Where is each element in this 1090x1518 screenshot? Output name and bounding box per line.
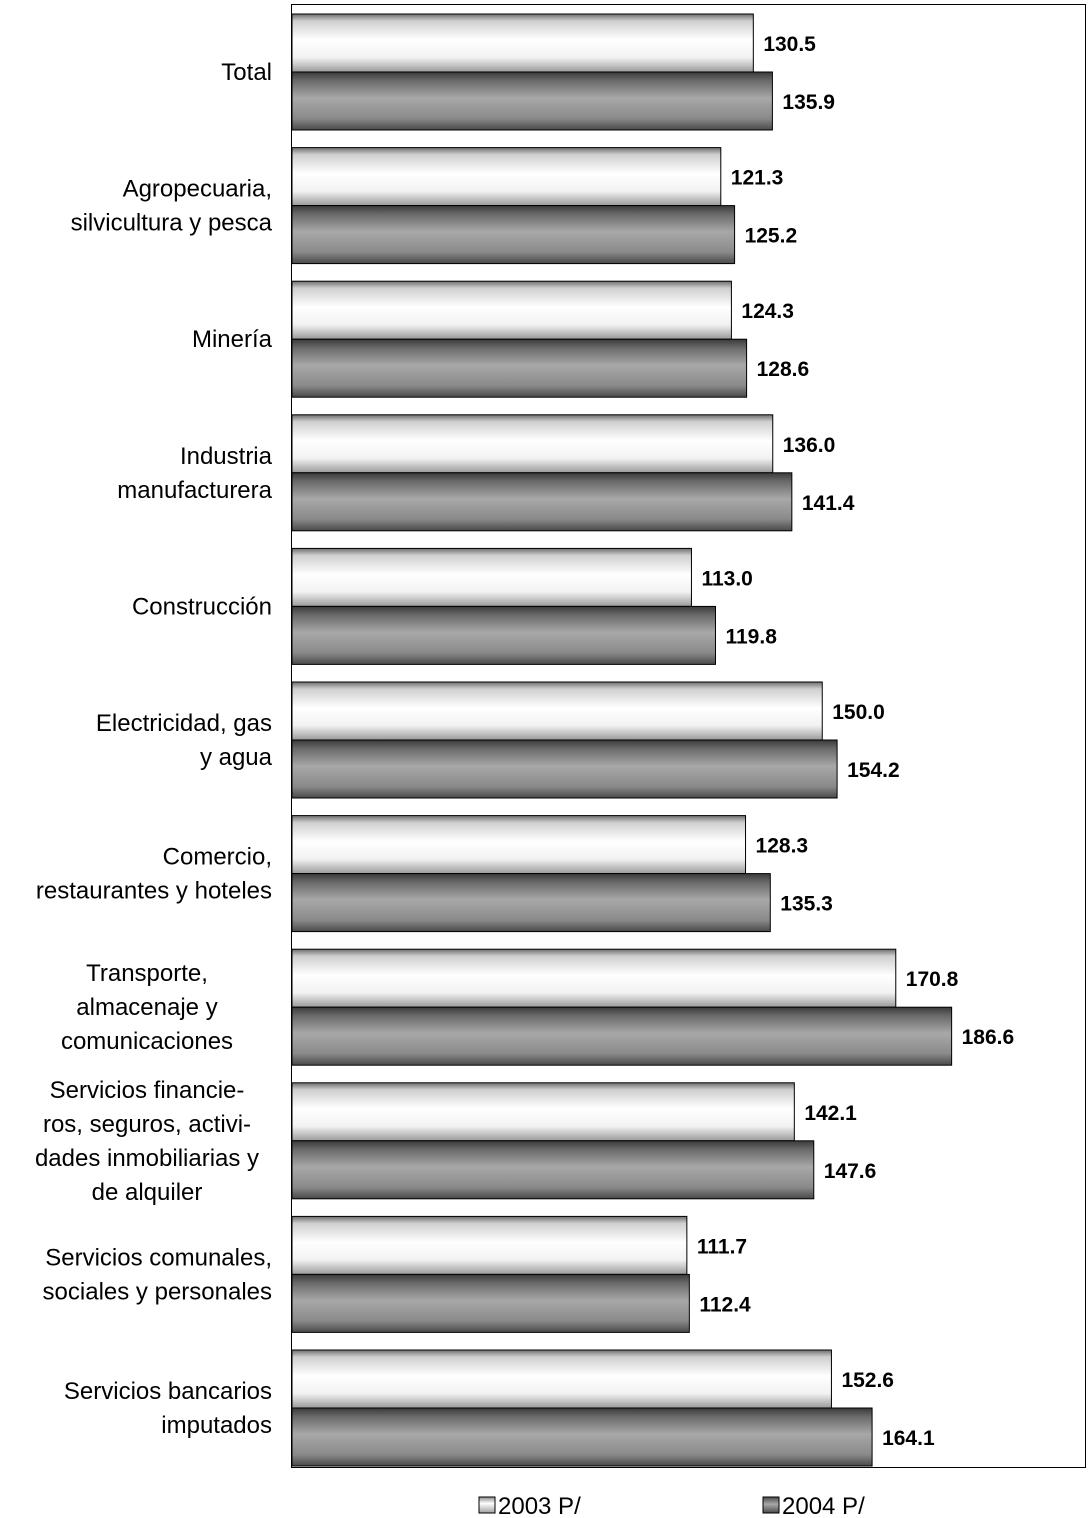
data-label-2003-8: 142.1 [804,1102,857,1125]
category-label-0: Total [221,59,272,86]
bar-2004-10 [291,1407,873,1467]
data-label-2003-10: 152.6 [841,1369,894,1392]
bar-2003-5 [291,681,823,741]
bar-2003-9 [291,1215,688,1275]
legend-swatch-2004 [762,1496,780,1514]
category-label-1: Agropecuaria, silvicultura y pesca [71,176,273,237]
data-label-2004-9: 112.4 [699,1293,751,1316]
data-label-2003-1: 121.3 [731,167,784,190]
category-label-9: Servicios comunales, sociales y personale… [43,1244,272,1305]
data-label-2003-2: 124.3 [741,300,794,323]
category-label-4: Construcción [132,593,272,620]
bar-2003-6 [291,815,747,875]
data-label-2004-10: 164.1 [882,1427,935,1450]
legend-swatch-2003 [478,1496,496,1514]
data-label-2003-4: 113.0 [701,567,752,590]
data-label-2003-3: 136.0 [783,434,836,457]
data-label-2004-6: 135.3 [780,893,833,916]
category-label-2: Minería [192,326,273,353]
bar-2004-4 [291,605,716,665]
bar-2004-0 [291,71,773,131]
legend: 2003 P/2004 P/ [478,1493,865,1518]
bar-2003-8 [291,1082,795,1142]
bar-2003-0 [291,13,754,73]
category-label-3: Industria manufacturera [117,443,272,504]
category-label-10: Servicios bancarios imputados [64,1378,272,1439]
bar-2003-7 [291,948,897,1008]
data-label-2003-7: 170.8 [906,968,959,991]
data-label-2003-5: 150.0 [832,701,885,724]
category-label-8: Servicios financie-ros, seguros, activi-… [35,1077,259,1206]
bar-2003-3 [291,414,774,474]
bar-2004-3 [291,472,793,532]
data-label-2003-6: 128.3 [756,835,809,858]
bars-layer [291,13,953,1467]
bar-2003-2 [291,280,732,340]
bar-2003-1 [291,147,722,207]
bar-2004-2 [291,338,748,398]
data-label-2004-5: 154.2 [847,759,900,782]
bar-2003-4 [291,547,692,607]
category-labels-layer: Total Agropecuaria, silvicultura y pesca Mi… [35,59,273,1439]
data-label-2004-8: 147.6 [824,1160,877,1183]
bar-2004-8 [291,1140,815,1200]
bar-2004-1 [291,205,736,265]
data-label-2004-7: 186.6 [962,1026,1015,1049]
data-label-2004-3: 141.4 [802,492,855,515]
data-label-2004-2: 128.6 [757,358,810,381]
bar-2004-9 [291,1273,690,1333]
data-label-2004-4: 119.8 [725,625,777,648]
data-label-2004-1: 125.2 [745,225,798,248]
legend-label-2004: 2004 P/ [782,1493,865,1518]
bar-2004-5 [291,739,838,799]
bar-2003-10 [291,1349,832,1409]
category-label-7: Transporte, almacenaje y comunicaciones [61,960,233,1055]
bar-2004-6 [291,873,771,933]
data-label-2003-0: 130.5 [763,33,816,56]
value-labels-layer: 130.5 135.9 121.3 125.2 124.3 128.6 136.0 141.4… [697,33,1014,1450]
data-label-2003-9: 111.7 [697,1235,747,1258]
legend-label-2003: 2003 P/ [498,1493,581,1518]
bar-2004-7 [291,1006,953,1066]
category-label-6: Comercio, restaurantes y hoteles [36,844,272,905]
data-label-2004-0: 135.9 [782,91,835,114]
category-label-5: Electricidad, gas y agua [96,710,273,771]
